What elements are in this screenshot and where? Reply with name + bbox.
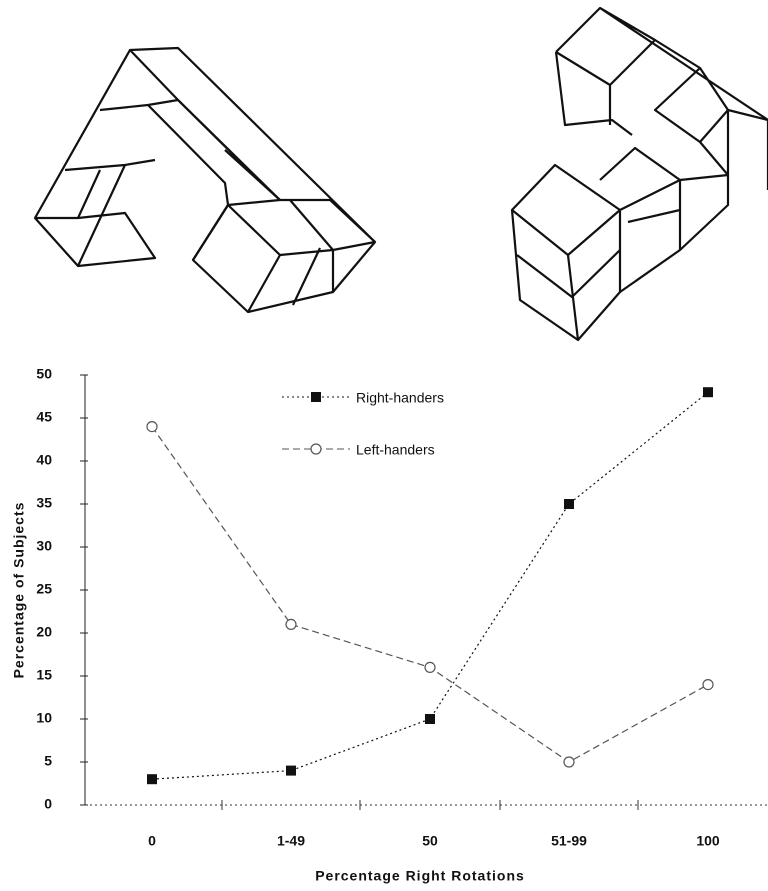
data-point <box>147 422 157 432</box>
y-tick-label: 10 <box>36 710 52 726</box>
y-axis-title: Percentage of Subjects <box>11 502 27 679</box>
legend-label: Right-handers <box>356 390 444 406</box>
y-tick-label: 15 <box>36 667 52 683</box>
data-point <box>703 387 713 397</box>
y-tick-label: 25 <box>36 581 52 597</box>
series-line <box>152 427 708 762</box>
y-tick-label: 50 <box>36 366 52 382</box>
data-point <box>147 774 157 784</box>
y-tick-label: 40 <box>36 452 52 468</box>
x-tick-label: 100 <box>696 833 720 849</box>
y-tick-label: 30 <box>36 538 52 554</box>
data-point <box>286 766 296 776</box>
legend-label: Left-handers <box>356 442 435 458</box>
x-tick-label: 51-99 <box>551 833 587 849</box>
y-tick-label: 5 <box>44 753 52 769</box>
data-point <box>564 499 574 509</box>
data-point <box>425 662 435 672</box>
cube-figure-right <box>512 8 768 340</box>
legend-marker <box>311 444 321 454</box>
data-point <box>703 680 713 690</box>
data-point <box>425 714 435 724</box>
y-tick-label: 45 <box>36 409 52 425</box>
data-point <box>286 619 296 629</box>
x-tick-label: 0 <box>148 833 156 849</box>
x-axis-title: Percentage Right Rotations <box>315 868 525 884</box>
legend-marker <box>311 392 321 402</box>
x-tick-label: 50 <box>422 833 438 849</box>
y-tick-label: 0 <box>44 796 52 812</box>
x-tick-label: 1-49 <box>277 833 305 849</box>
cube-figure-left <box>35 48 375 312</box>
figure: Percentage Right Rotations Percentage of… <box>0 0 768 891</box>
y-tick-label: 20 <box>36 624 52 640</box>
y-tick-label: 35 <box>36 495 52 511</box>
data-point <box>564 757 574 767</box>
